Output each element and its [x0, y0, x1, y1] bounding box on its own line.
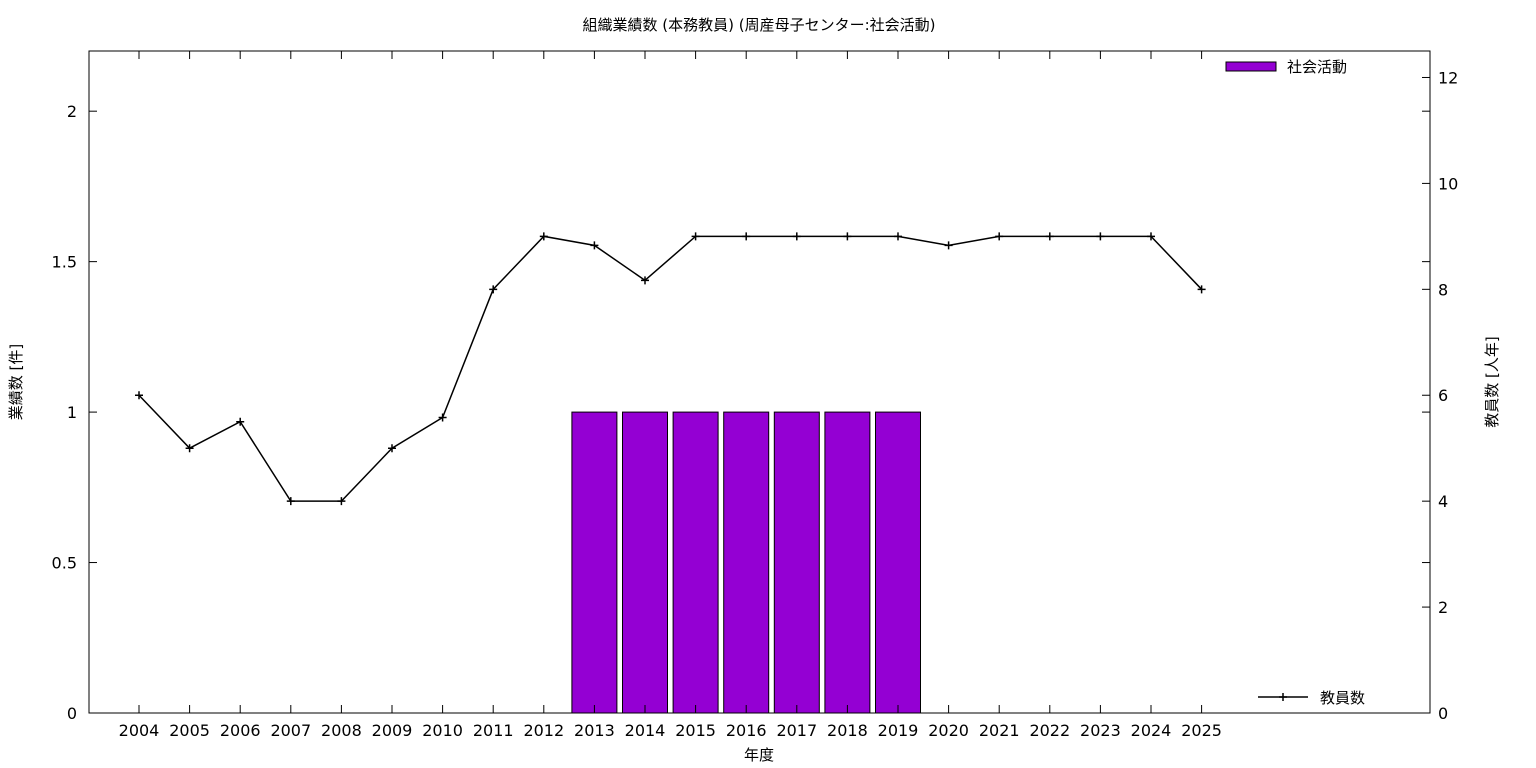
x-tick-label: 2015 [675, 721, 716, 740]
x-tick-label: 2014 [625, 721, 666, 740]
x-tick-label: 2019 [878, 721, 919, 740]
y2-tick-label: 8 [1438, 280, 1448, 299]
line-point-2025 [1197, 285, 1206, 294]
line-point-2008 [337, 497, 346, 506]
line-series [135, 232, 1206, 506]
y-tick-label: 0.5 [52, 554, 77, 573]
y2-tick-label: 2 [1438, 598, 1448, 617]
x-tick-label: 2011 [473, 721, 514, 740]
legend-line: 教員数 [1258, 689, 1365, 707]
bar-2018 [824, 411, 871, 714]
y2-axis-title: 教員数 [人年] [1483, 336, 1501, 427]
y2-tick-label: 4 [1438, 492, 1448, 511]
bar-series [571, 411, 921, 714]
x-tick-label: 2007 [270, 721, 311, 740]
y-tick-label: 2 [67, 102, 77, 121]
x-tick-label: 2021 [979, 721, 1020, 740]
y2-tick-label: 6 [1438, 386, 1448, 405]
bar-2013 [571, 411, 618, 714]
line-point-2020 [944, 241, 953, 250]
line-point-2005 [185, 444, 194, 453]
line-point-2004 [135, 391, 143, 400]
x-tick-label: 2016 [726, 721, 767, 740]
x-tick-label: 2006 [220, 721, 261, 740]
y-tick-label: 0 [67, 704, 77, 723]
y-tick-label: 1 [67, 403, 77, 422]
x-tick-label: 2004 [119, 721, 160, 740]
x-tick-label: 2017 [776, 721, 817, 740]
line-point-2023 [1096, 232, 1105, 241]
x-tick-label: 2024 [1131, 721, 1172, 740]
line-point-2015 [691, 232, 700, 241]
line-point-2007 [286, 497, 295, 506]
line-point-2017 [792, 232, 801, 241]
y-tick-label: 1.5 [52, 253, 77, 272]
line-path [138, 235, 1203, 502]
legend-bar-label: 社会活動 [1287, 58, 1347, 76]
line-point-2010 [438, 413, 447, 422]
line-point-2006 [236, 417, 245, 426]
y2-tick-label: 0 [1438, 704, 1448, 723]
x-tick-label: 2018 [827, 721, 868, 740]
bar-2016 [723, 411, 770, 714]
x-tick-label: 2012 [523, 721, 564, 740]
line-point-2009 [388, 444, 396, 453]
y-axis-title: 業績数 [件] [7, 344, 25, 420]
bar-2015 [672, 411, 719, 714]
legend-bar: 社会活動 [1225, 58, 1347, 76]
x-tick-label: 2023 [1080, 721, 1121, 740]
x-tick-label: 2005 [169, 721, 210, 740]
y2-tick-label: 12 [1438, 68, 1458, 87]
x-tick-label: 2013 [574, 721, 615, 740]
line-point-2018 [843, 232, 852, 241]
line-point-2012 [539, 232, 548, 241]
line-point-2013 [590, 241, 599, 250]
x-tick-label: 2008 [321, 721, 362, 740]
legend-line-label: 教員数 [1320, 689, 1365, 707]
x-tick-label: 2020 [928, 721, 969, 740]
line-point-2011 [489, 285, 498, 294]
x-axis: 2004 2005 2006 2007 2008 2009 2010 2011 2012 2013… [119, 51, 1222, 740]
line-point-2014 [641, 276, 649, 285]
x-tick-label: 2009 [372, 721, 413, 740]
line-point-2024 [1147, 232, 1155, 241]
line-point-2019 [894, 232, 902, 241]
plot-frame [88, 50, 1431, 714]
y2-tick-label: 10 [1438, 174, 1458, 193]
chart-title: 組織業績数 (本務教員) (周産母子センター:社会活動) [582, 16, 935, 34]
y-axis-right: 0 2 4 6 8 10 12 [1422, 68, 1458, 723]
x-axis-title: 年度 [744, 746, 774, 764]
bar-2014 [622, 411, 668, 714]
line-point-2022 [1045, 232, 1054, 241]
legend-bar-swatch [1225, 61, 1277, 72]
x-tick-label: 2022 [1029, 721, 1070, 740]
x-tick-label: 2010 [422, 721, 463, 740]
line-point-2016 [742, 232, 751, 241]
bar-2017 [773, 411, 820, 714]
line-point-2021 [995, 232, 1004, 241]
bar-2019 [875, 411, 921, 714]
x-tick-label: 2025 [1181, 721, 1222, 740]
y-axis-left: 0 0.5 1 1.5 2 [52, 102, 1430, 723]
